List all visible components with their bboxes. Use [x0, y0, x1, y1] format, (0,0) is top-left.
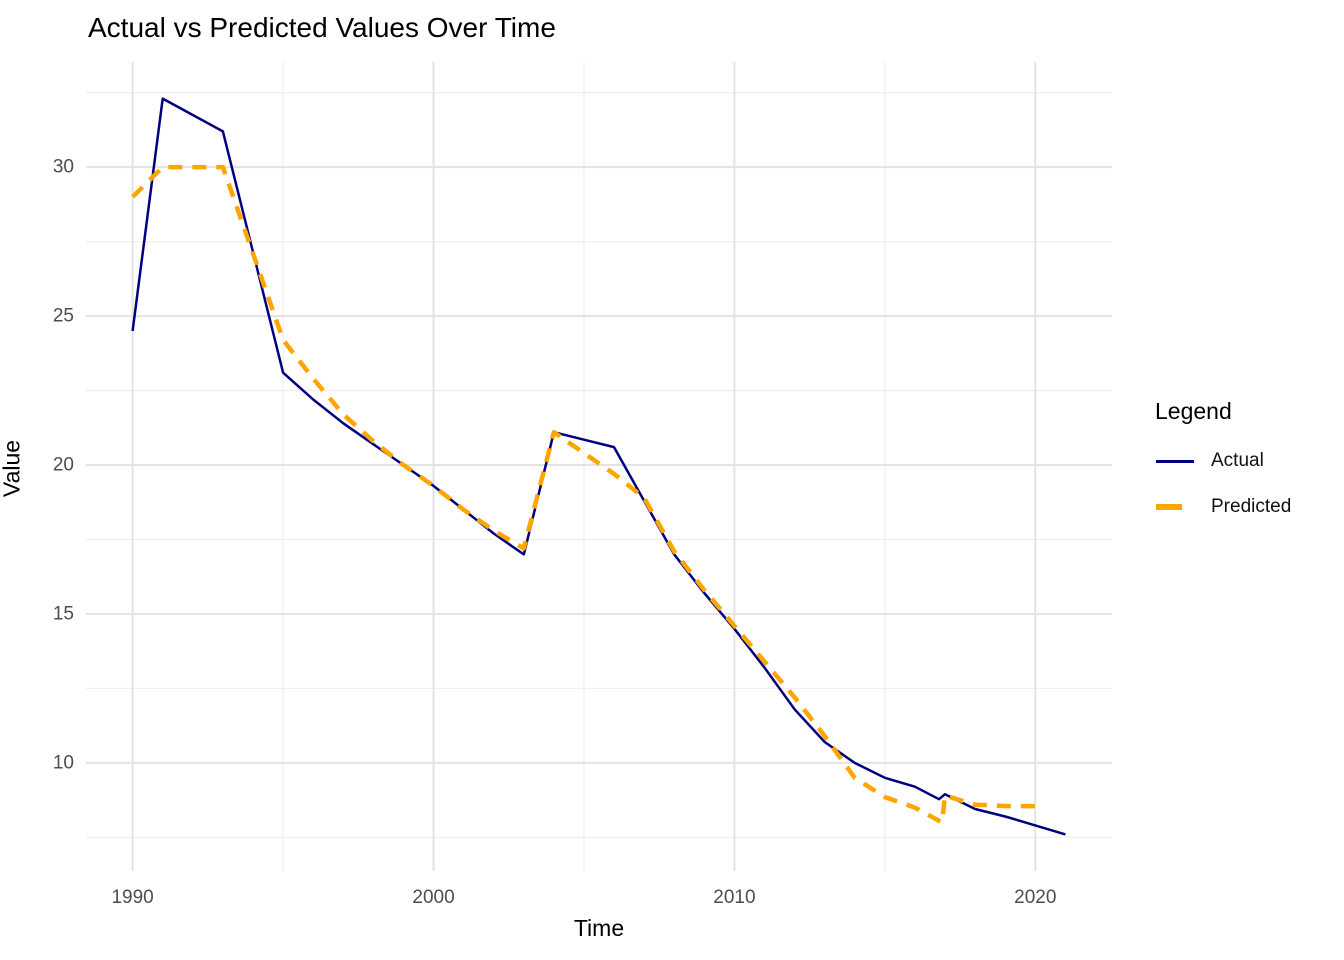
x-tick-label: 1990	[111, 887, 153, 908]
x-tick-label: 2020	[1014, 887, 1056, 908]
y-tick-label: 10	[53, 752, 74, 773]
x-tick-label: 2010	[713, 887, 755, 908]
y-tick-label: 30	[53, 157, 74, 178]
chart-title: Actual vs Predicted Values Over Time	[88, 12, 556, 43]
series-line-actual	[131, 97, 1066, 836]
legend-item-predicted: Predicted	[1155, 496, 1292, 517]
y-axis-title: Value	[0, 439, 25, 498]
legend: Legend Actual Predicted	[1155, 398, 1291, 543]
y-tick-label: 15	[53, 603, 74, 624]
x-axis-title: Time	[573, 915, 625, 941]
legend-title: Legend	[1155, 398, 1232, 424]
legend-item-actual: Actual	[1155, 450, 1291, 471]
y-tick-label: 25	[53, 306, 74, 327]
legend-label-actual: Actual	[1211, 450, 1264, 471]
x-tick-label: 2000	[412, 887, 454, 908]
actual-line-key-icon	[1155, 451, 1195, 471]
predicted-dash-key-icon	[1155, 497, 1195, 517]
legend-label-predicted: Predicted	[1211, 496, 1292, 517]
series-line-predicted	[131, 164, 1036, 825]
y-tick-label: 20	[53, 455, 74, 476]
